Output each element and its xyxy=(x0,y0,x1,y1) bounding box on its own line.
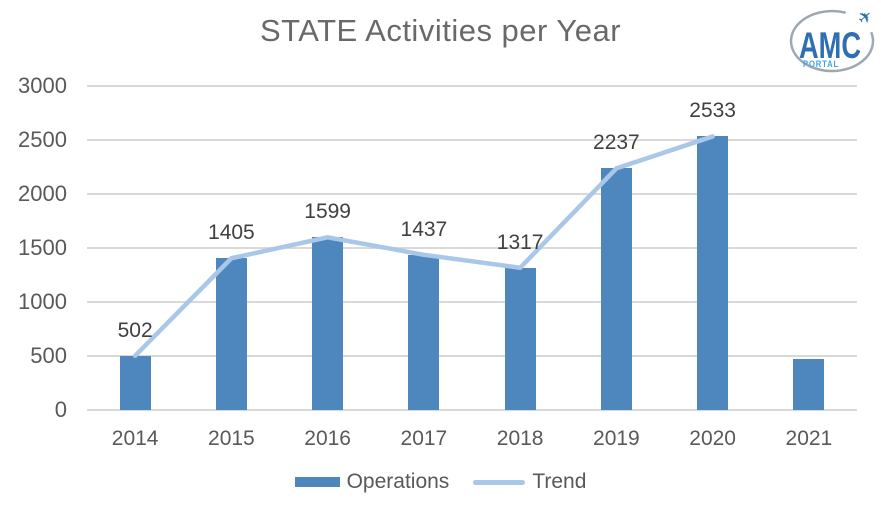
y-tick-label-0: 0 xyxy=(54,397,67,422)
data-label-2015: 1405 xyxy=(208,221,255,245)
y-tick-label-1000: 1000 xyxy=(18,289,67,314)
logo-sub-text: PORTAL xyxy=(803,59,839,69)
bar-2020 xyxy=(697,136,729,410)
gridline-500 xyxy=(87,355,857,357)
legend-label-operations: Operations xyxy=(346,470,450,493)
x-tick-label-2020: 2020 xyxy=(689,427,736,450)
data-label-2014: 502 xyxy=(117,318,153,342)
data-label-2019: 2237 xyxy=(593,131,640,155)
y-tick-label-3000: 3000 xyxy=(18,73,67,98)
y-tick-label-500: 500 xyxy=(30,343,67,368)
bar-2018 xyxy=(504,267,536,410)
y-tick-label-2000: 2000 xyxy=(18,181,67,206)
legend-label-trend: Trend xyxy=(532,470,587,493)
data-label-2017: 1437 xyxy=(400,217,448,241)
logo-ring xyxy=(789,9,875,73)
data-label-2020: 2533 xyxy=(689,99,736,123)
gridline-3000 xyxy=(87,85,857,87)
logo-brand-text: AMC xyxy=(799,25,861,66)
legend: Operations Trend xyxy=(0,470,881,494)
data-label-2018: 1317 xyxy=(496,230,544,254)
gridline-0 xyxy=(87,409,857,411)
x-tick-label-2015: 2015 xyxy=(208,427,255,450)
trend-line-swatch-icon xyxy=(473,479,526,485)
x-tick-label-2018: 2018 xyxy=(496,427,544,450)
bar-2019 xyxy=(600,168,632,410)
bar-2015 xyxy=(215,258,247,410)
data-label-2016: 1599 xyxy=(304,200,351,224)
bar-2017 xyxy=(408,254,440,410)
bar-2021 xyxy=(793,359,825,410)
gridline-2000 xyxy=(87,193,857,195)
bar-2014 xyxy=(119,355,151,410)
gridline-1000 xyxy=(87,301,857,303)
amc-portal-logo-graphic: ✈ AMC PORTAL xyxy=(789,5,877,73)
amc-portal-logo: ✈ AMC PORTAL xyxy=(785,2,877,76)
operations-bar-swatch-icon xyxy=(294,477,340,487)
gridline-1500 xyxy=(87,247,857,249)
x-tick-label-2016: 2016 xyxy=(304,427,351,450)
bar-2016 xyxy=(312,237,344,410)
legend-item-trend: Trend xyxy=(473,470,586,494)
y-tick-label-2500: 2500 xyxy=(18,127,67,152)
x-tick-label-2017: 2017 xyxy=(400,427,448,450)
chart-title: STATE Activities per Year xyxy=(259,13,622,48)
y-tick-label-1500: 1500 xyxy=(18,235,67,260)
gridline-2500 xyxy=(87,139,857,141)
x-tick-label-2019: 2019 xyxy=(593,427,640,450)
legend-item-operations: Operations xyxy=(294,470,450,494)
x-tick-label-2021: 2021 xyxy=(785,427,833,450)
x-tick-label-2014: 2014 xyxy=(111,427,159,450)
